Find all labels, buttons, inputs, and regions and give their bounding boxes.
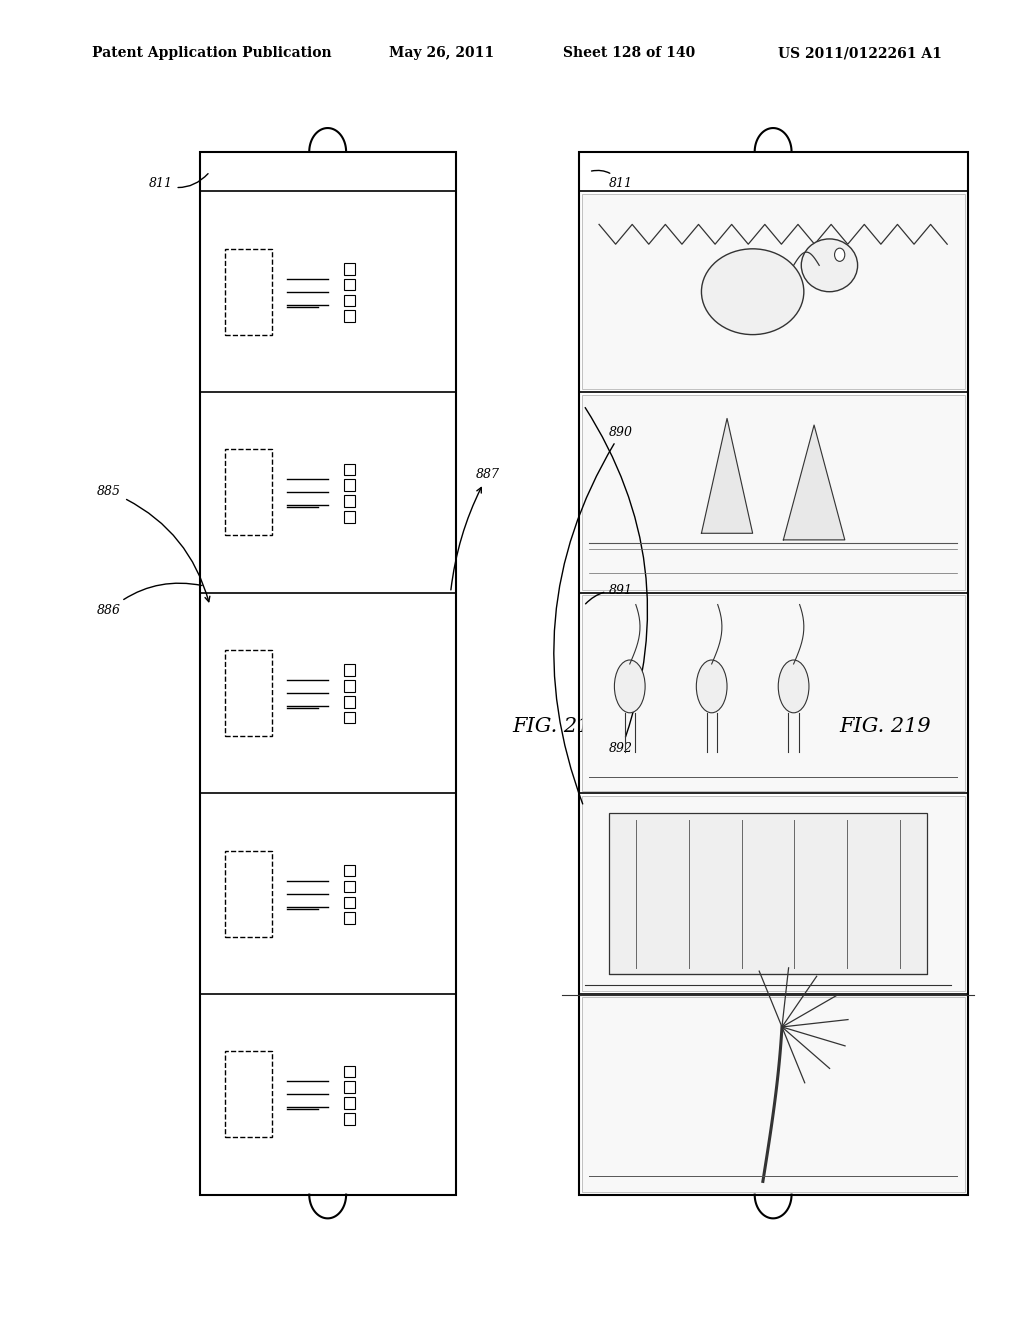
Bar [225, 249, 272, 335]
Text: 891: 891 [586, 583, 633, 603]
Bar [344, 711, 355, 723]
Text: 885: 885 [97, 484, 210, 602]
Bar [582, 997, 965, 1192]
Bar [579, 152, 968, 1195]
Bar [344, 1081, 355, 1093]
Bar [609, 813, 927, 974]
Bar [344, 1113, 355, 1125]
Bar [225, 850, 272, 937]
Ellipse shape [778, 660, 809, 713]
Polygon shape [701, 418, 753, 533]
Polygon shape [783, 425, 845, 540]
Ellipse shape [801, 239, 857, 292]
Bar [344, 279, 355, 290]
Bar [344, 680, 355, 692]
Text: 890: 890 [554, 425, 633, 804]
Bar [344, 696, 355, 708]
Text: US 2011/0122261 A1: US 2011/0122261 A1 [778, 46, 942, 61]
Text: FIG. 219: FIG. 219 [840, 717, 931, 735]
Bar [344, 294, 355, 306]
Ellipse shape [701, 248, 804, 335]
Ellipse shape [835, 248, 845, 261]
Bar [344, 880, 355, 892]
Bar [582, 194, 965, 389]
Text: 811: 811 [592, 170, 633, 190]
Bar [344, 896, 355, 908]
Bar [344, 1097, 355, 1109]
Bar [344, 463, 355, 475]
Bar [200, 152, 456, 1195]
Bar [344, 664, 355, 676]
Bar [225, 1051, 272, 1137]
Text: 886: 886 [97, 583, 202, 616]
Ellipse shape [614, 660, 645, 713]
Bar [225, 651, 272, 737]
Text: FIG. 218: FIG. 218 [512, 717, 603, 735]
Bar [582, 796, 965, 991]
Bar [344, 479, 355, 491]
Bar [344, 511, 355, 523]
Bar [344, 865, 355, 876]
Bar [344, 495, 355, 507]
Text: Sheet 128 of 140: Sheet 128 of 140 [563, 46, 695, 61]
Bar [344, 263, 355, 275]
Bar [582, 395, 965, 590]
Bar [344, 1065, 355, 1077]
Text: May 26, 2011: May 26, 2011 [389, 46, 495, 61]
Bar [344, 912, 355, 924]
Text: 887: 887 [451, 467, 500, 590]
Ellipse shape [696, 660, 727, 713]
Bar [225, 449, 272, 536]
Text: Patent Application Publication: Patent Application Publication [92, 46, 332, 61]
Text: 811: 811 [148, 174, 208, 190]
Text: 892: 892 [585, 408, 647, 755]
Bar [582, 595, 965, 791]
Bar [344, 310, 355, 322]
